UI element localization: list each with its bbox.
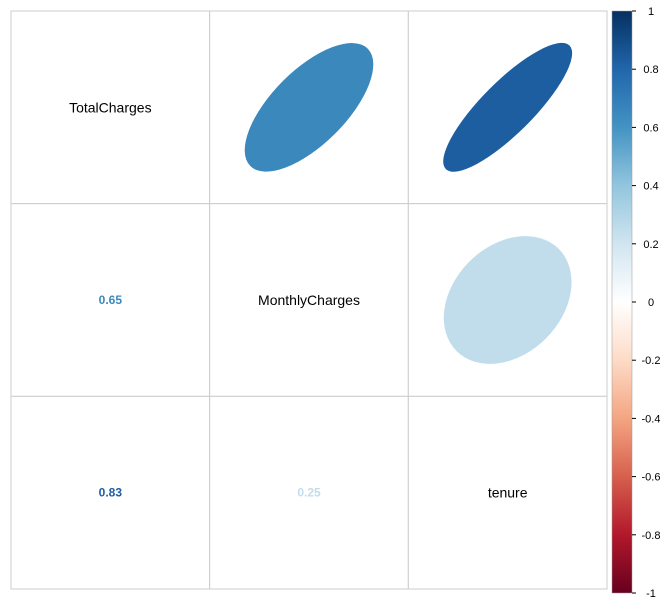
- ellipse-totalcharges-tenure: [443, 42, 573, 172]
- cell-1-1: [209, 203, 409, 397]
- diagonal-label-totalcharges: TotalCharges: [69, 99, 152, 115]
- colorbar-tick-label: 0.8: [643, 64, 658, 76]
- colorbar-tick-label: -0.6: [642, 472, 661, 484]
- colorbar-tick-label: -1: [646, 588, 656, 600]
- colorbar-tick-label: -0.2: [642, 355, 661, 367]
- diagonal-label-monthlycharges: MonthlyCharges: [258, 292, 360, 308]
- matrix-grid: [10, 10, 608, 590]
- colorbar-tick-label: 0: [648, 297, 654, 309]
- cell-2-0: [10, 395, 211, 590]
- colorbar-tick-label: 1: [648, 6, 654, 18]
- cell-2-1: [209, 395, 409, 590]
- ellipse-monthlycharges-tenure: [443, 236, 572, 364]
- cell-0-0: [10, 10, 211, 205]
- diagonal-label-tenure: tenure: [488, 485, 528, 501]
- colorbar-tick-label: -0.8: [642, 530, 661, 542]
- colorbar-tick-label: -0.4: [642, 413, 661, 425]
- matrix-marks: TotalCharges MonthlyCharges tenure 0.65 0.83…: [69, 42, 573, 501]
- colorbar: 1 0.8 0.6 0.4 0.2 0 -0.2 -0.4 -0.6 -0.8 -1: [611, 6, 661, 600]
- coef-monthlycharges-totalcharges: 0.65: [99, 293, 123, 307]
- colorbar-tick-label: 0.4: [643, 181, 658, 193]
- coef-tenure-monthlycharges: 0.25: [297, 486, 321, 500]
- cell-2-2: [407, 395, 608, 590]
- coef-tenure-totalcharges: 0.83: [99, 486, 123, 500]
- colorbar-tick-label: 0.6: [643, 122, 658, 134]
- cell-1-0: [10, 203, 211, 397]
- colorbar-gradient: [611, 10, 633, 594]
- ellipse-totalcharges-monthlycharges: [244, 43, 374, 172]
- colorbar-tick-label: 0.2: [643, 239, 658, 251]
